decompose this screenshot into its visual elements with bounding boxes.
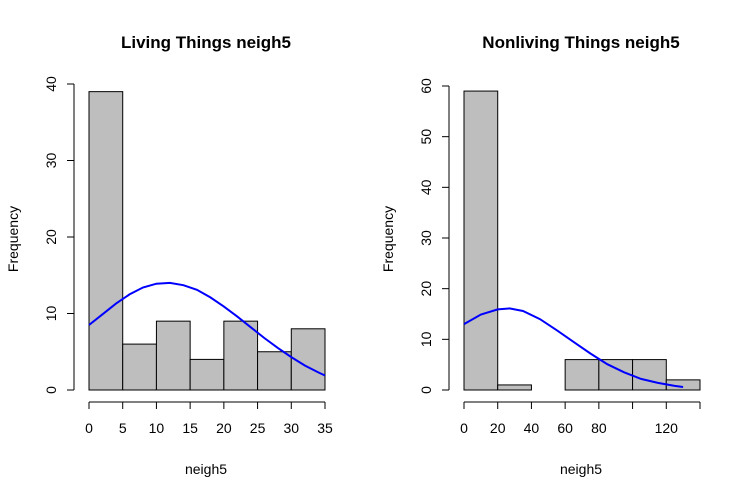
histogram-bar <box>88 91 124 391</box>
y-tick-label: 40 <box>43 76 59 92</box>
y-tick-label: 30 <box>43 153 59 169</box>
y-axis: 0 10 20 30 40 50 60 <box>418 78 450 394</box>
x-tick-label: 30 <box>283 420 299 436</box>
histogram-bar <box>257 351 292 391</box>
histogram-bar <box>564 359 600 391</box>
x-tick-label: 35 <box>317 420 333 436</box>
density-curve-group <box>463 307 684 388</box>
y-tick-label: 10 <box>43 306 59 322</box>
histogram-bar <box>598 359 634 391</box>
x-tick-label: 5 <box>119 420 127 436</box>
y-axis-label: Frequency <box>5 206 21 272</box>
x-tick-label: 10 <box>149 420 165 436</box>
y-tick-label: 60 <box>418 78 434 94</box>
living-things-histogram-panel: Living Things neigh5 neigh5 Frequency 0 5… <box>5 33 333 477</box>
y-tick-label: 20 <box>418 281 434 297</box>
y-tick-label: 0 <box>418 386 434 394</box>
y-tick-label: 40 <box>418 179 434 195</box>
density-curve <box>463 307 684 388</box>
chart-title: Living Things neigh5 <box>121 33 291 52</box>
chart-title: Nonliving Things neigh5 <box>482 33 679 52</box>
x-tick-label: 25 <box>250 420 266 436</box>
y-tick-label: 20 <box>43 229 59 245</box>
y-axis-label: Frequency <box>380 206 396 272</box>
y-tick-label: 10 <box>418 331 434 347</box>
x-axis: 0 5 10 15 20 25 30 35 <box>85 401 333 436</box>
x-tick-label: 20 <box>490 420 506 436</box>
x-tick-label: 80 <box>591 420 607 436</box>
histogram-bar <box>223 320 259 391</box>
histogram-bar <box>290 328 326 391</box>
x-tick-label: 120 <box>655 420 679 436</box>
nonliving-things-histogram-panel: Nonliving Things neigh5 neigh5 Frequency… <box>380 33 701 477</box>
x-axis-label: neigh5 <box>560 461 602 477</box>
y-tick-label: 50 <box>418 129 434 145</box>
histogram-bar <box>497 384 532 391</box>
bars-group <box>463 90 701 391</box>
x-tick-label: 0 <box>85 420 93 436</box>
x-tick-label: 15 <box>182 420 198 436</box>
x-tick-label: 60 <box>557 420 573 436</box>
histogram-bar <box>122 343 157 391</box>
y-axis: 0 10 20 30 40 <box>43 76 75 394</box>
x-tick-label: 0 <box>460 420 468 436</box>
y-tick-label: 0 <box>43 386 59 394</box>
density-curve-group <box>88 281 326 377</box>
histogram-bar <box>189 358 225 391</box>
x-axis: 0 20 40 60 80 120 <box>460 401 701 436</box>
histogram-bar <box>155 320 191 391</box>
histogram-bar <box>463 90 499 391</box>
x-tick-label: 40 <box>524 420 540 436</box>
y-tick-label: 30 <box>418 230 434 246</box>
x-tick-label: 20 <box>216 420 232 436</box>
density-curve <box>88 281 326 377</box>
histogram-bar <box>632 359 667 391</box>
bars-group <box>88 91 326 391</box>
x-axis-label: neigh5 <box>185 461 227 477</box>
